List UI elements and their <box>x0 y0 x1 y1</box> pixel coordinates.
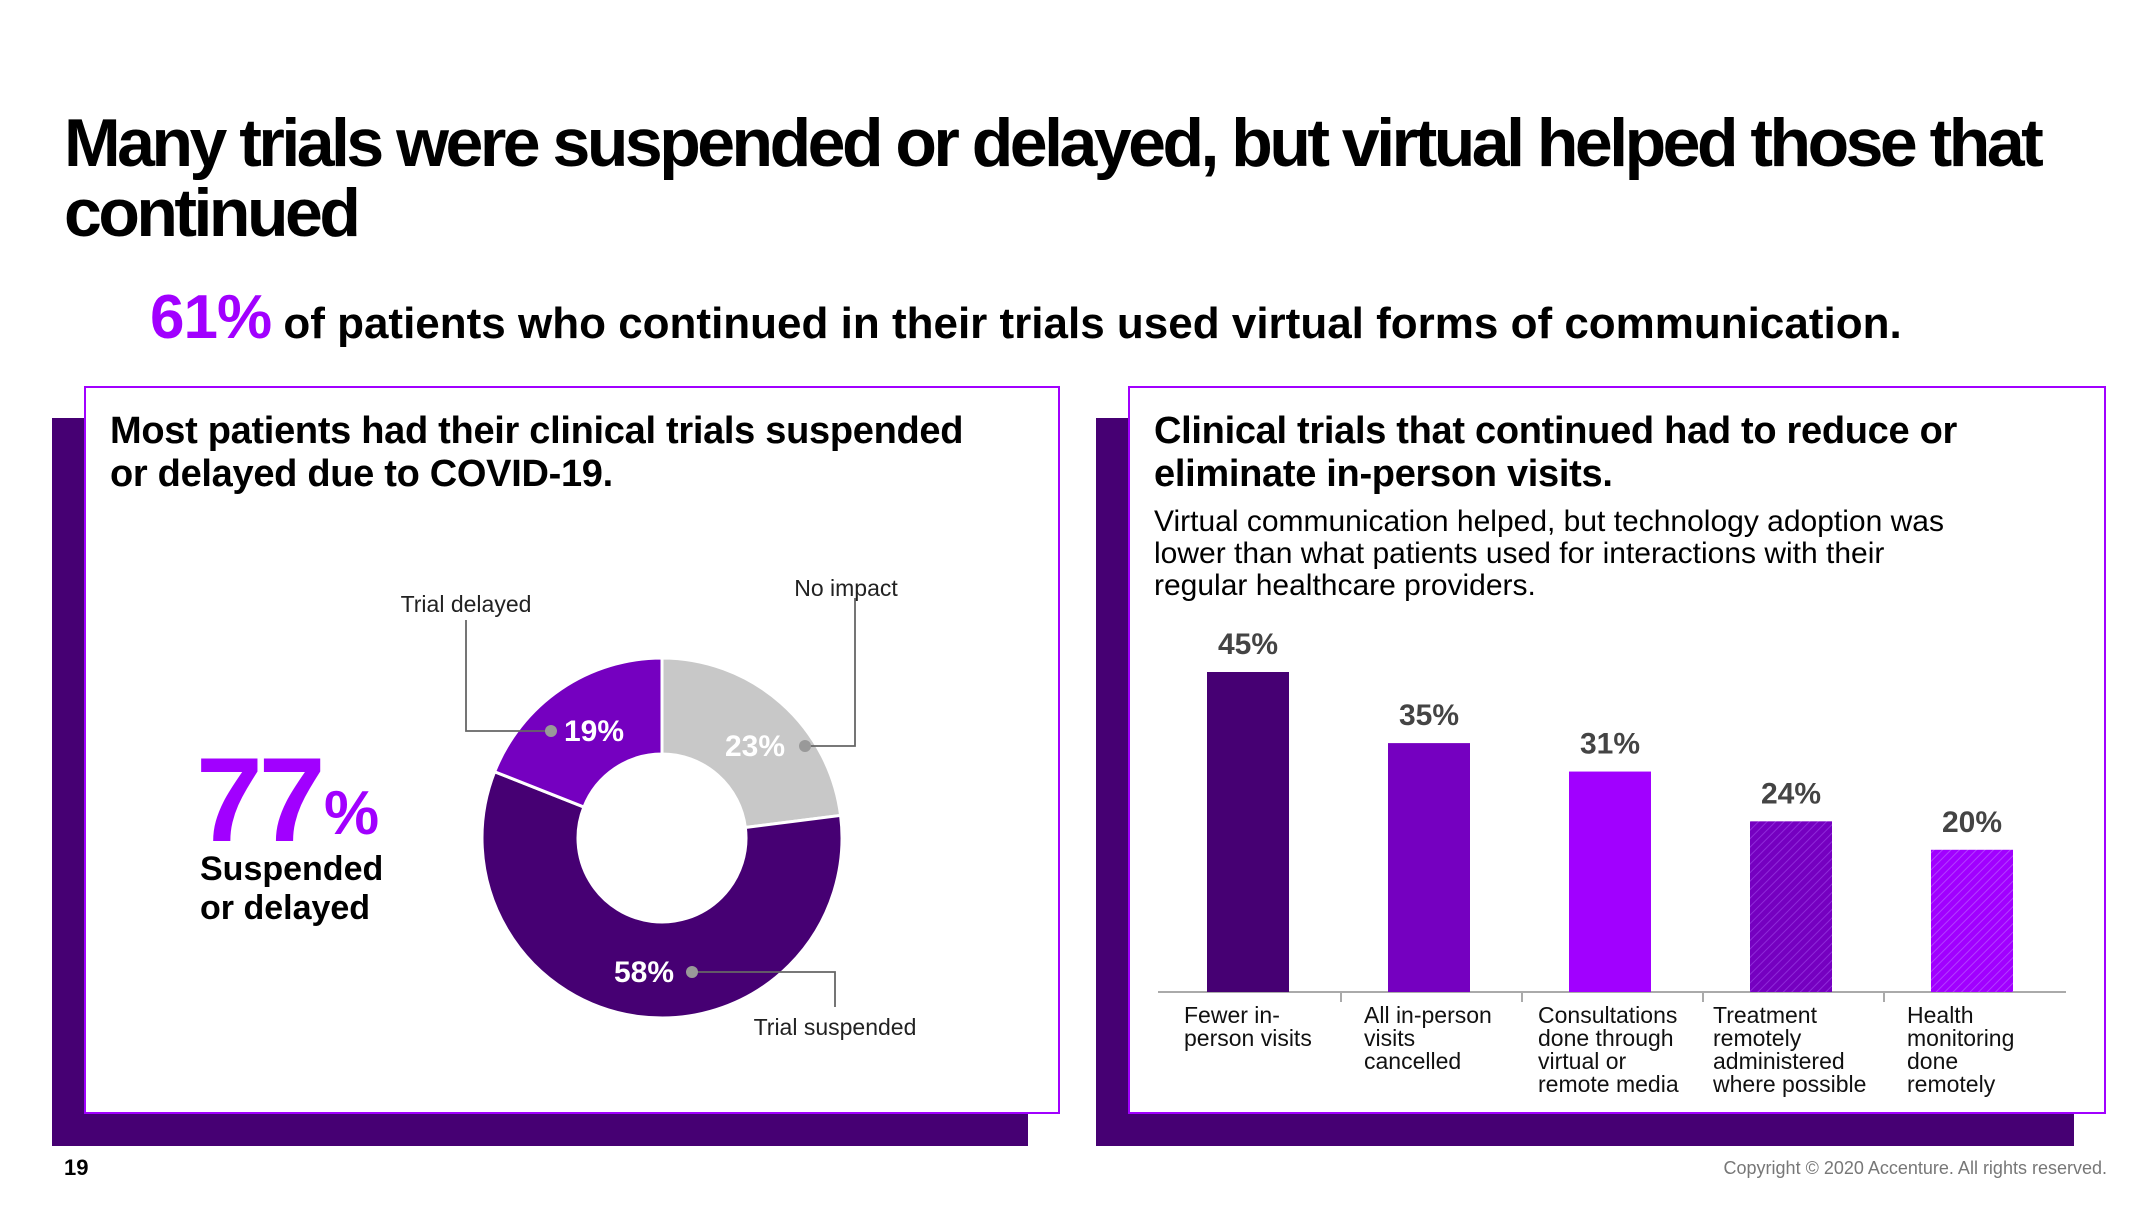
bar-value-label: 20% <box>1942 806 2002 839</box>
page-title: Many trials were suspended or delayed, b… <box>64 105 2044 251</box>
bar-2 <box>1388 743 1470 992</box>
bar-category-label: Consultations done through virtual or remot… <box>1538 1002 1679 1097</box>
bar-value-label: 45% <box>1218 628 1278 661</box>
bar-value-label: 24% <box>1761 777 1821 810</box>
donut-leader-line <box>692 971 836 1007</box>
bar-category-label: Fewer in-person visits <box>1184 1002 1312 1051</box>
donut-slice-no-impact <box>660 656 843 830</box>
key-stat-text: of patients who continued in their trial… <box>283 299 1902 348</box>
donut-value-label: 58% <box>614 956 674 989</box>
kpi-value: 77 <box>196 733 325 867</box>
donut-leader-line <box>805 598 856 747</box>
bar-category-label: Treatment remotely administered where possi… <box>1712 1002 1866 1097</box>
donut-value-label: 23% <box>725 730 785 763</box>
right-card-title: Clinical trials that continued had to re… <box>1154 410 1958 495</box>
bar-category-label: All in-person visits cancelled <box>1364 1002 1492 1074</box>
page-number: 19 <box>64 1155 89 1180</box>
bar-4 <box>1750 821 1832 992</box>
donut-slice-trial-delayed <box>492 656 664 810</box>
left-card-title: Most patients had their clinical trials … <box>110 410 964 495</box>
donut-slice-trial-suspended <box>480 769 844 1020</box>
bar-1 <box>1207 672 1289 992</box>
key-stat-line: 61% of patients who continued in their t… <box>150 282 1902 353</box>
donut-category-label: Trial delayed <box>401 591 532 617</box>
donut-leader-dot <box>545 725 557 737</box>
bar-category-label: Health monitoring done remotely <box>1907 1002 2014 1097</box>
bar-value-label: 31% <box>1580 728 1640 761</box>
key-stat-value: 61% <box>150 283 272 352</box>
donut-leader-line <box>465 620 551 732</box>
kpi-unit: % <box>324 779 380 848</box>
donut-leader-dot <box>799 740 811 752</box>
copyright: Copyright © 2020 Accenture. All rights r… <box>1723 1158 2107 1178</box>
donut-category-label: No impact <box>794 575 898 601</box>
bar-value-label: 35% <box>1399 699 1459 732</box>
right-card-subtitle: Virtual communication helped, but techno… <box>1154 505 1944 602</box>
bar-5 <box>1931 849 2013 992</box>
bar-3 <box>1569 771 1651 992</box>
donut-category-label: Trial suspended <box>754 1014 917 1040</box>
kpi-label: Suspended or delayed <box>200 850 384 927</box>
donut-value-label: 19% <box>564 715 624 748</box>
donut-leader-dot <box>686 966 698 978</box>
